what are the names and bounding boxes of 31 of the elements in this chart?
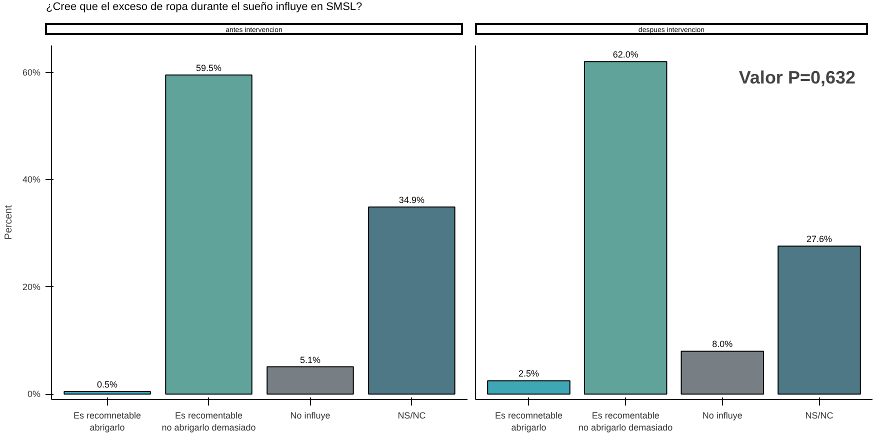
data-label: 0.5% xyxy=(97,379,118,390)
data-label: 5.1% xyxy=(300,354,320,365)
y-tick-label: 20% xyxy=(22,282,40,292)
x-tick-label: NS/NC xyxy=(398,410,426,420)
y-tick-label: 60% xyxy=(22,67,40,78)
x-tick-label: Es recomentable no abrigarlo demasiado xyxy=(578,410,673,432)
bar xyxy=(584,61,668,395)
x-tick-label: Es recomentable no abrigarlo demasiado xyxy=(162,410,256,432)
data-label: 62.0% xyxy=(612,50,638,60)
y-axis-title: Percent xyxy=(3,205,14,240)
data-label: 34.9% xyxy=(398,194,424,205)
x-tick-label: No influye xyxy=(702,410,742,420)
y-tick-label: 0% xyxy=(27,389,41,400)
bar xyxy=(778,246,861,395)
y-tick-label: 40% xyxy=(22,174,40,185)
data-label: 27.6% xyxy=(806,234,832,244)
bar xyxy=(165,74,252,395)
x-tick-label: Es recomnetable abrigarlo xyxy=(494,410,563,432)
chart-title: ¿Cree que el exceso de ropa durante el sueño influye en SMSL? xyxy=(46,0,362,15)
x-tick-label: No influye xyxy=(290,410,330,420)
bar xyxy=(487,380,570,395)
data-label: 59.5% xyxy=(196,63,222,73)
bar xyxy=(64,390,151,395)
bar xyxy=(266,366,354,395)
annotation: Valor P=0,632 xyxy=(738,68,856,88)
x-tick-label: Es recomnetable abrigarlo xyxy=(74,410,142,432)
data-label: 2.5% xyxy=(518,368,540,379)
bar xyxy=(368,206,456,395)
bar xyxy=(680,350,764,395)
x-tick-label: NS/NC xyxy=(805,410,834,420)
data-label: 8.0% xyxy=(712,339,733,350)
